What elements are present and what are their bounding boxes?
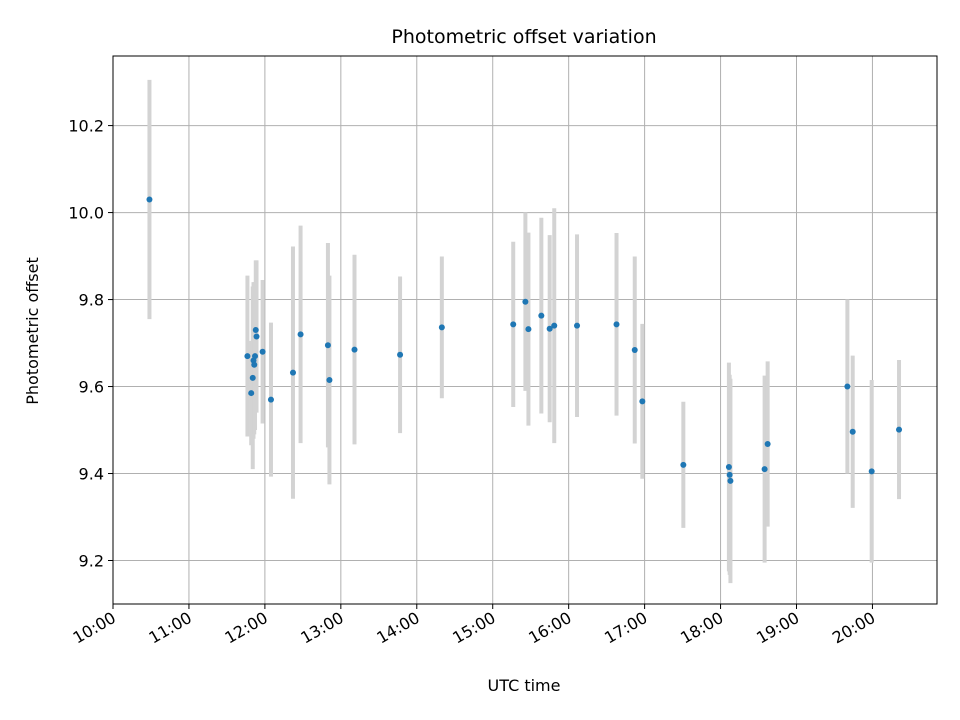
- y-tick-label: 9.6: [79, 378, 104, 397]
- data-point: [248, 390, 255, 397]
- data-point: [639, 398, 646, 405]
- data-point: [551, 322, 558, 329]
- data-point: [680, 461, 687, 468]
- data-point: [297, 331, 304, 338]
- data-point: [252, 327, 259, 333]
- data-point: [397, 351, 404, 358]
- axes-frame: [112, 55, 938, 605]
- y-axis-ticks: 9.2 9.4 9.6 9.8 10.0 10.2: [68, 117, 113, 571]
- data-point: [351, 346, 358, 353]
- data-point: [849, 428, 856, 435]
- data-point: [252, 353, 259, 360]
- y-tick-label: 9.2: [79, 552, 104, 571]
- data-point: [251, 361, 258, 368]
- data-point: [259, 348, 266, 355]
- y-tick-label: 10.0: [68, 204, 104, 223]
- data-point: [510, 321, 517, 328]
- data-point: [253, 333, 260, 340]
- data-point: [525, 326, 532, 333]
- data-point: [244, 353, 251, 360]
- x-tick-label: 10:00: [70, 608, 119, 648]
- x-tick-label: 19:00: [753, 608, 802, 648]
- data-point: [574, 322, 581, 329]
- chart-title: Photometric offset variation: [391, 26, 656, 48]
- x-tick-label: 18:00: [677, 608, 726, 648]
- data-point: [326, 377, 333, 384]
- data-point: [249, 374, 256, 381]
- data-point: [844, 383, 851, 390]
- x-tick-label: 20:00: [829, 608, 878, 648]
- data-point: [725, 464, 732, 470]
- x-tick-label: 16:00: [525, 608, 574, 648]
- data-point: [267, 396, 274, 403]
- x-tick-label: 15:00: [449, 608, 498, 648]
- x-tick-label: 14:00: [373, 608, 422, 648]
- data-point: [546, 325, 553, 332]
- x-axis-ticks: 10:00 11:00 12:00 13:00 14:00 15:00 16:00 17:00…: [70, 604, 878, 648]
- data-points: [146, 196, 903, 484]
- data-point: [896, 426, 903, 433]
- data-point: [324, 342, 331, 349]
- y-tick-label: 9.8: [79, 291, 104, 310]
- y-axis-label: Photometric offset: [23, 257, 42, 405]
- x-tick-label: 11:00: [146, 608, 195, 648]
- data-point: [522, 298, 529, 305]
- data-point: [868, 468, 875, 475]
- x-axis-label: UTC time: [488, 676, 561, 695]
- data-point: [631, 347, 638, 354]
- x-tick-label: 17:00: [601, 608, 650, 648]
- data-point: [761, 466, 768, 473]
- data-point: [538, 312, 545, 319]
- y-tick-label: 10.2: [68, 117, 104, 136]
- data-point: [726, 471, 733, 478]
- data-point: [764, 440, 771, 447]
- data-point: [438, 324, 445, 331]
- data-point: [289, 369, 296, 376]
- data-point: [727, 477, 734, 484]
- data-point: [613, 321, 620, 328]
- y-tick-label: 9.4: [79, 465, 104, 484]
- error-bars: [147, 79, 902, 584]
- x-tick-label: 12:00: [221, 608, 270, 648]
- x-tick-label: 13:00: [297, 608, 346, 648]
- data-point: [146, 196, 153, 203]
